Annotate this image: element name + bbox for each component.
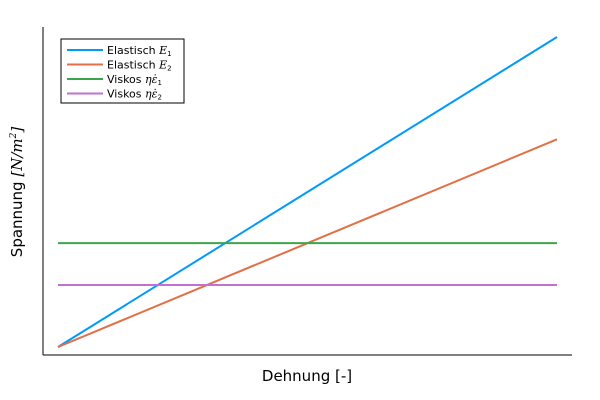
legend-entry-text: Elastisch — [107, 44, 159, 57]
legend-entry-symbol: E — [158, 59, 167, 72]
legend-entry-symbol: ηε̇ — [145, 88, 158, 101]
legend-entry-3: Viskos ηε̇1 — [107, 73, 162, 87]
y-axis-label-unit: [N/m — [8, 138, 26, 176]
y-axis-label-unit-exponent: 2 — [9, 132, 19, 139]
y-axis-label-text: Spannung — [8, 177, 26, 258]
y-axis-label-unit-close: ] — [8, 127, 26, 134]
legend-entry-text: Viskos — [107, 73, 145, 86]
legend-entry-subscript: 1 — [158, 79, 162, 87]
legend-entry-subscript: 1 — [167, 50, 171, 58]
axes — [42, 27, 572, 356]
legend-entry-subscript: 2 — [158, 94, 162, 102]
series-lines — [57, 36, 558, 348]
legend-entry-symbol: ηε̇ — [145, 73, 158, 86]
legend-entry-4: Viskos ηε̇2 — [107, 88, 162, 102]
legend-entry-subscript: 2 — [167, 65, 171, 73]
legend-entry-text: Elastisch — [107, 59, 159, 72]
y-axis-label: Spannung [N/m2] — [8, 127, 26, 258]
legend-entry-symbol: E — [158, 44, 167, 57]
legend-entry-text: Viskos — [107, 88, 145, 101]
legend-entry-1: Elastisch E1 — [107, 44, 172, 58]
x-axis-label: Dehnung [-] — [262, 367, 352, 385]
series-line-1 — [57, 36, 558, 348]
legend-entry-2: Elastisch E2 — [107, 59, 172, 73]
